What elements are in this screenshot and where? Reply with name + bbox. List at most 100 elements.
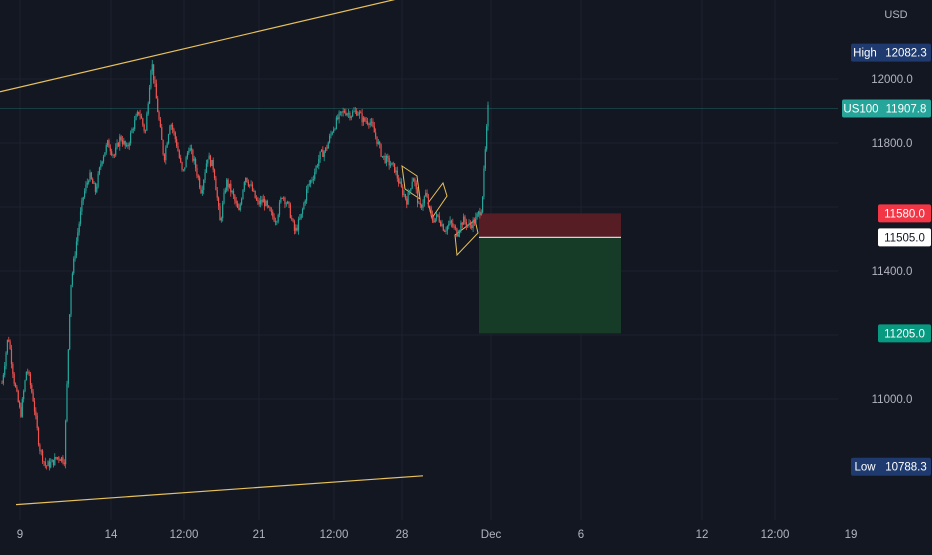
candle-body	[205, 163, 208, 173]
candle-body	[460, 222, 462, 231]
candle	[77, 228, 79, 246]
candle-body	[162, 139, 164, 155]
candle-body	[392, 162, 394, 164]
candle-body	[274, 221, 277, 223]
candle	[90, 171, 92, 180]
candle-body	[291, 217, 293, 219]
candle-body	[36, 415, 38, 428]
candle	[148, 84, 151, 105]
candle-body	[109, 147, 111, 152]
candle	[404, 193, 407, 201]
candle	[335, 115, 337, 130]
candle-body	[410, 188, 412, 191]
candle	[415, 180, 417, 194]
candle-body	[14, 383, 17, 387]
candle-body	[322, 149, 324, 157]
y-tick-label: 11800.0	[872, 138, 913, 150]
candle	[352, 109, 354, 118]
candle	[465, 218, 467, 231]
y-tick-label: 12000.0	[871, 74, 913, 86]
candle	[445, 226, 447, 235]
candle	[362, 115, 365, 126]
candle-body	[280, 198, 282, 203]
candle	[98, 166, 101, 176]
x-tick-label: 14	[105, 529, 118, 541]
candle	[322, 146, 324, 158]
candle-body	[254, 190, 256, 199]
candle-body	[454, 226, 457, 229]
candle	[162, 139, 164, 156]
candle-body	[88, 181, 90, 183]
candle-body	[94, 183, 97, 192]
candle-body	[5, 352, 7, 366]
candle	[251, 181, 254, 192]
candle-body	[10, 349, 13, 365]
candle	[93, 180, 95, 185]
candle	[101, 160, 103, 167]
candle	[341, 111, 343, 117]
candle-body	[425, 192, 427, 197]
candle-body	[376, 136, 378, 144]
candle-body	[446, 226, 448, 231]
candle	[410, 188, 412, 195]
candle	[204, 169, 206, 183]
candle-body	[159, 119, 161, 128]
candle-body	[329, 135, 331, 143]
x-tick-label: 12:00	[320, 529, 349, 541]
candle	[71, 271, 73, 288]
target-price-badge-bg	[878, 324, 931, 343]
candle-body	[40, 450, 42, 452]
candle-body	[477, 211, 480, 214]
candle-body	[234, 195, 236, 201]
candle-body	[314, 172, 316, 179]
candle	[255, 195, 258, 201]
candle	[92, 177, 94, 184]
candle	[272, 209, 274, 220]
candle	[316, 163, 319, 168]
candle-body	[448, 224, 450, 227]
high-badge: High 12082.3	[851, 43, 931, 62]
candle	[48, 458, 50, 471]
candle	[292, 218, 294, 223]
candle-body	[333, 129, 335, 133]
time-axis-panel[interactable]	[0, 520, 932, 550]
candle	[161, 123, 163, 141]
x-tick-label: 6	[578, 529, 584, 541]
candle	[97, 171, 99, 189]
candle	[21, 397, 23, 418]
candle	[265, 199, 267, 207]
candle-body	[421, 204, 423, 208]
candle-body	[21, 399, 23, 417]
candle-body	[343, 110, 346, 113]
candle	[12, 362, 14, 379]
candles-layer	[1, 59, 489, 471]
candle-body	[31, 385, 33, 393]
candle	[481, 196, 484, 214]
candle-body	[33, 401, 36, 412]
candle	[261, 196, 263, 206]
candle-body	[28, 371, 30, 374]
candle	[70, 284, 72, 318]
candle-body	[402, 186, 404, 195]
candle	[208, 152, 210, 160]
candle-body	[128, 143, 130, 147]
candle	[16, 384, 18, 393]
candle-body	[406, 198, 408, 205]
candle-body	[37, 427, 40, 445]
candle-body	[16, 386, 18, 392]
price-axis-panel[interactable]	[838, 0, 932, 520]
candle-body	[396, 170, 398, 179]
candle	[250, 180, 252, 187]
candle-body	[197, 175, 199, 178]
candle	[134, 115, 136, 132]
candle	[40, 449, 42, 456]
lower-channel-line	[15, 475, 424, 506]
candle-body	[130, 132, 132, 144]
candle	[330, 130, 332, 139]
candle-body	[400, 181, 402, 187]
candle-body	[169, 126, 171, 135]
candle	[434, 218, 436, 223]
candle-body	[269, 207, 271, 211]
